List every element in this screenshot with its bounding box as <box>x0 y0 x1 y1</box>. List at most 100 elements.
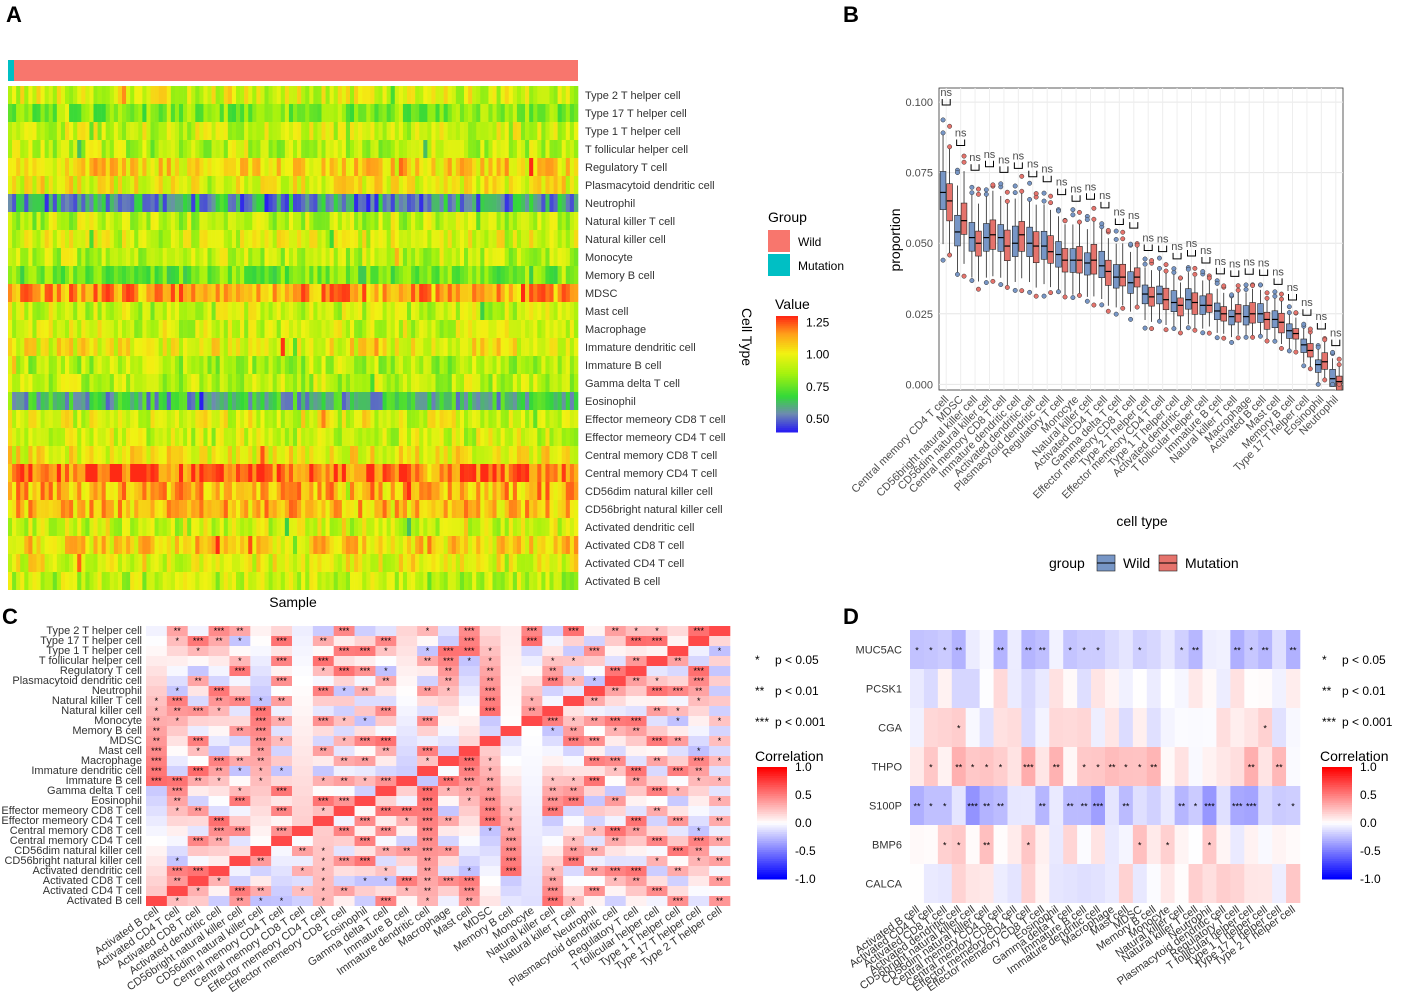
outlier-point <box>1092 217 1096 221</box>
correlation-cell <box>292 666 313 676</box>
correlation-cell <box>229 686 250 696</box>
heatmap-cell <box>370 284 374 302</box>
heatmap-cell <box>403 482 407 500</box>
heatmap-cell <box>146 518 150 536</box>
heatmap-cell <box>411 194 415 212</box>
heatmap-cell <box>57 212 61 230</box>
heatmap-cell <box>265 374 269 392</box>
heatmap-cell <box>313 176 317 194</box>
heatmap-cell <box>57 482 61 500</box>
heatmap-cell <box>301 428 305 446</box>
heatmap-cell <box>379 554 383 572</box>
heatmap-cell <box>216 338 220 356</box>
heatmap-cell <box>265 320 269 338</box>
heatmap-cell <box>399 230 403 248</box>
heatmap-cell <box>366 338 370 356</box>
heatmap-cell <box>208 86 212 104</box>
heatmap-cell <box>106 356 110 374</box>
heatmap-cell <box>350 572 354 590</box>
heatmap-cell <box>224 356 228 374</box>
heatmap-cell <box>171 536 175 554</box>
heatmap-cell <box>114 86 118 104</box>
heatmap-cell <box>399 122 403 140</box>
correlation-cell <box>292 646 313 656</box>
heatmap-cell <box>20 356 24 374</box>
heatmap-cell <box>208 122 212 140</box>
heatmap-cell <box>305 230 309 248</box>
heatmap-cell <box>195 212 199 230</box>
heatmap-cell <box>391 536 395 554</box>
heatmap-cell <box>480 536 484 554</box>
heatmap-cell <box>98 518 102 536</box>
heatmap-cell <box>65 104 69 122</box>
heatmap-cell <box>460 230 464 248</box>
heatmap-cell <box>574 104 578 122</box>
significance-label: ns <box>984 149 996 161</box>
heatmap-cell <box>24 122 28 140</box>
outlier-point <box>1020 189 1024 193</box>
heatmap-cell <box>322 536 326 554</box>
heatmap-cell <box>493 284 497 302</box>
outlier-point <box>999 182 1003 186</box>
heatmap-cell <box>541 500 545 518</box>
heatmap-cell <box>472 122 476 140</box>
outlier-point <box>1063 295 1067 299</box>
heatmap-cell <box>374 374 378 392</box>
heatmap-cell <box>488 446 492 464</box>
heatmap-cell <box>89 554 93 572</box>
heatmap-cell <box>391 176 395 194</box>
heatmap-cell <box>45 356 49 374</box>
heatmap-cell <box>533 410 537 428</box>
heatmap-cell <box>513 302 517 320</box>
heatmap-cell <box>436 104 440 122</box>
heatmap-cell <box>85 410 89 428</box>
heatmap-cell <box>464 392 468 410</box>
heatmap-cell <box>12 356 16 374</box>
heatmap-cell <box>65 248 69 266</box>
heatmap-cell <box>248 176 252 194</box>
heatmap-row <box>8 284 578 302</box>
heatmap-cell <box>537 194 541 212</box>
heatmap-cell <box>387 464 391 482</box>
heatmap-cell <box>183 374 187 392</box>
heatmap-cell <box>395 500 399 518</box>
heatmap-cell <box>554 428 558 446</box>
heatmap-cell <box>260 248 264 266</box>
heatmap-cell <box>269 122 273 140</box>
heatmap-cell <box>159 176 163 194</box>
heatmap-cell <box>244 122 248 140</box>
heatmap-cell <box>171 86 175 104</box>
heatmap-cell <box>85 176 89 194</box>
heatmap-cell <box>285 374 289 392</box>
heatmap-cell <box>317 140 321 158</box>
heatmap-cell <box>488 86 492 104</box>
heatmap-cell <box>277 464 281 482</box>
heatmap-cell <box>289 284 293 302</box>
heatmap-cell <box>57 194 61 212</box>
heatmap-cell <box>305 392 309 410</box>
correlation-cell <box>271 646 292 656</box>
heatmap-cell <box>562 572 566 590</box>
heatmap-cell <box>309 356 313 374</box>
heatmap-cell <box>358 194 362 212</box>
heatmap-cell <box>444 392 448 410</box>
heatmap-cell <box>49 248 53 266</box>
heatmap-cell <box>260 428 264 446</box>
heatmap-cell <box>216 500 220 518</box>
outlier-point <box>1071 207 1075 211</box>
heatmap-cell <box>232 194 236 212</box>
heatmap-cell <box>142 392 146 410</box>
heatmap-cell <box>163 86 167 104</box>
heatmap-cell <box>427 320 431 338</box>
correlation-cell <box>417 676 438 686</box>
heatmap-cell <box>509 248 513 266</box>
heatmap-cell <box>513 464 517 482</box>
heatmap-cell <box>277 500 281 518</box>
heatmap-cell <box>236 104 240 122</box>
heatmap-cell <box>285 446 289 464</box>
heatmap-cell <box>562 446 566 464</box>
heatmap-cell <box>513 482 517 500</box>
correlation-cell <box>438 696 459 706</box>
heatmap-cell <box>236 536 240 554</box>
heatmap-row <box>8 554 578 572</box>
